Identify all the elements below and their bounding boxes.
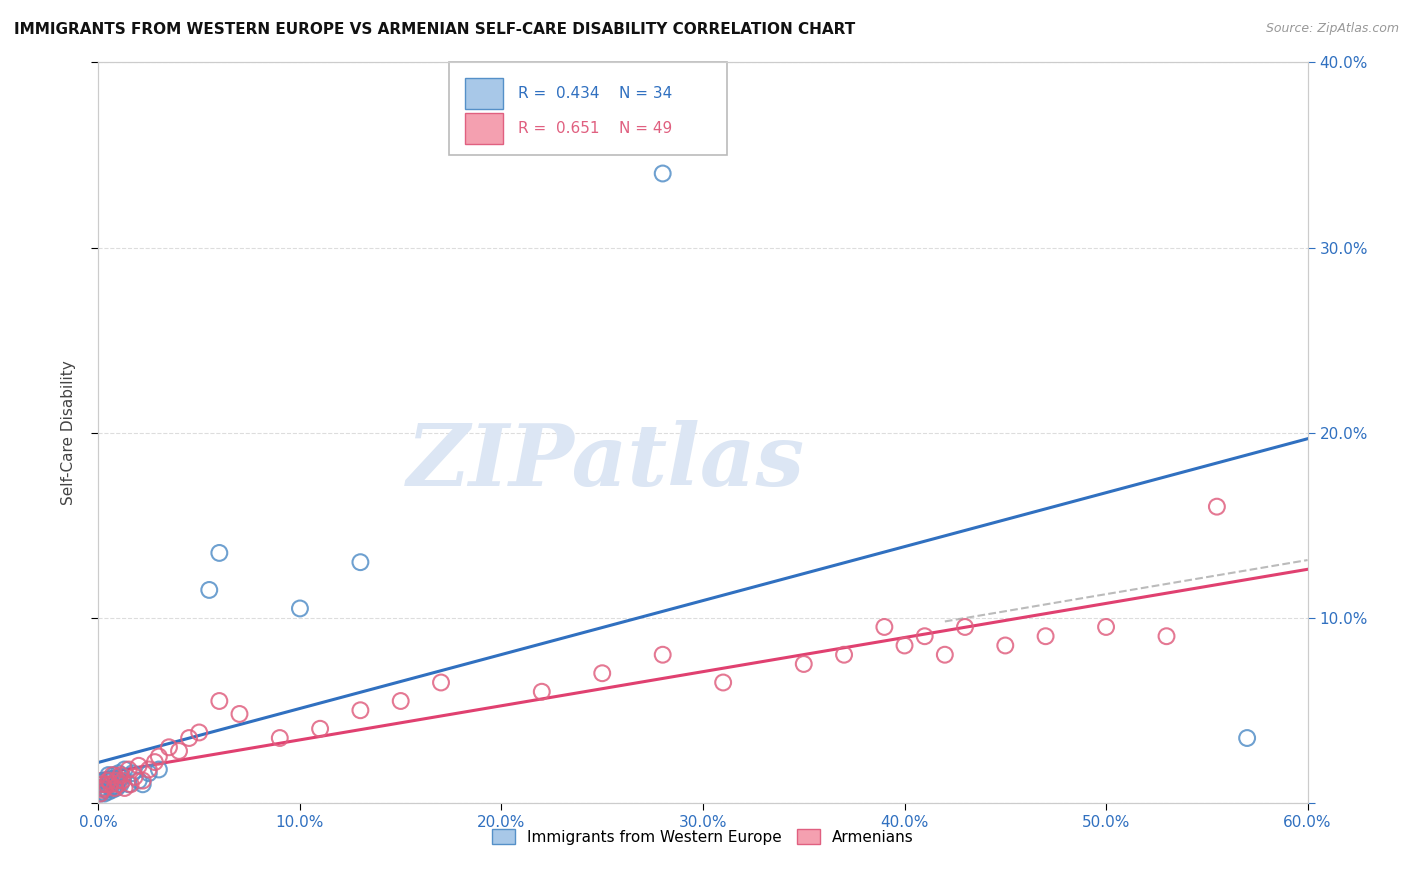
Point (1206, 500, 1229, 514)
Point (105, 780, 128, 795)
Point (124, 770, 146, 784)
Text: R =  0.434    N = 34: R = 0.434 N = 34 (517, 86, 672, 101)
Point (118, 763, 141, 777)
Point (994, 639, 1017, 653)
Point (91, 782, 114, 797)
Point (1156, 629, 1178, 643)
Point (1095, 620, 1118, 634)
Point (914, 629, 936, 643)
Point (167, 744, 190, 758)
Point (110, 768, 132, 782)
Point (591, 666, 613, 681)
Point (148, 749, 170, 764)
Point (832, 648, 855, 662)
Point (118, 777, 141, 791)
Point (114, 763, 136, 777)
Point (105, 773, 128, 788)
Point (148, 763, 170, 777)
Point (111, 770, 134, 784)
Point (107, 766, 129, 780)
Point (89, 787, 111, 801)
Point (128, 773, 150, 788)
Point (228, 706, 250, 721)
Point (143, 755, 166, 769)
Point (1035, 629, 1057, 643)
Point (111, 773, 134, 788)
Point (97, 773, 120, 788)
Legend: Immigrants from Western Europe, Armenians: Immigrants from Western Europe, Armenian… (486, 822, 920, 851)
Point (93, 773, 115, 788)
Point (100, 777, 122, 791)
Point (711, 675, 734, 690)
Point (91, 777, 114, 791)
Point (651, 648, 673, 662)
Point (389, 694, 412, 708)
Point (893, 639, 915, 653)
Point (103, 779, 125, 793)
Point (100, 780, 122, 795)
Point (651, 166, 673, 180)
Y-axis label: Self-Care Disability: Self-Care Disability (60, 360, 76, 505)
Point (120, 777, 142, 791)
FancyBboxPatch shape (449, 62, 727, 155)
Point (89, 787, 111, 801)
Point (179, 731, 201, 745)
Point (101, 768, 124, 782)
Text: IMMIGRANTS FROM WESTERN EUROPE VS ARMENIAN SELF-CARE DISABILITY CORRELATION CHAR: IMMIGRANTS FROM WESTERN EUROPE VS ARMENI… (14, 22, 855, 37)
Point (288, 601, 311, 615)
Point (530, 685, 553, 699)
Point (309, 722, 332, 736)
Point (132, 773, 155, 788)
Point (138, 766, 160, 780)
Text: Source: ZipAtlas.com: Source: ZipAtlas.com (1265, 22, 1399, 36)
Bar (465, 78, 503, 109)
Point (91, 777, 114, 791)
Point (96, 777, 118, 791)
Point (96, 782, 118, 797)
Point (349, 555, 371, 569)
Point (97, 768, 120, 782)
Point (93, 787, 115, 801)
Point (103, 768, 125, 782)
Point (128, 758, 150, 772)
Bar (465, 112, 503, 144)
Text: R =  0.651    N = 49: R = 0.651 N = 49 (517, 120, 672, 136)
Point (138, 763, 160, 777)
Point (188, 725, 211, 739)
Point (934, 648, 956, 662)
Point (873, 620, 896, 634)
Point (101, 772, 124, 786)
Point (208, 546, 231, 560)
Point (208, 694, 231, 708)
Point (198, 582, 221, 597)
Point (100, 773, 122, 788)
Point (107, 773, 129, 788)
Point (103, 780, 125, 795)
Point (349, 703, 371, 717)
Point (430, 675, 453, 690)
Point (114, 780, 136, 795)
Point (269, 731, 291, 745)
Point (1236, 731, 1258, 745)
Text: ZIPatlas: ZIPatlas (408, 420, 806, 504)
Point (110, 777, 132, 791)
Point (953, 620, 976, 634)
Point (97, 785, 120, 799)
Point (101, 782, 124, 797)
Point (132, 777, 155, 791)
Point (89, 780, 111, 795)
Point (121, 766, 143, 780)
Point (91, 785, 114, 799)
Point (107, 777, 129, 791)
Point (96, 777, 118, 791)
Point (93, 780, 115, 795)
Point (157, 740, 180, 755)
Point (793, 657, 815, 671)
